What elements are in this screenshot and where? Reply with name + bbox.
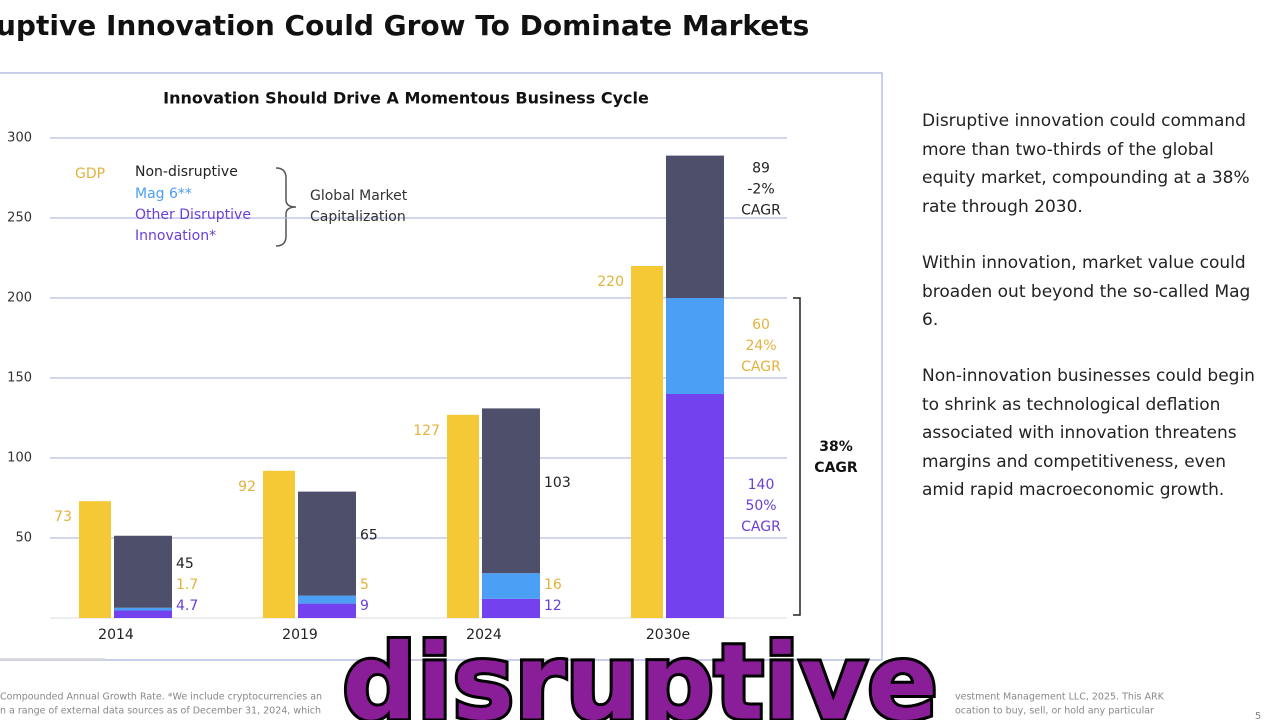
total-growth: 38%	[819, 439, 853, 455]
footnote: vestment Management LLC, 2025. This ARK	[955, 692, 1165, 703]
y-tick-label: 50	[15, 531, 32, 546]
x-tick-label: 2030e	[646, 627, 690, 643]
legend-entry: GDP	[75, 166, 106, 182]
footnote: ocation to buy, sell, or hold any partic…	[955, 706, 1154, 717]
value-label: 4.7	[176, 598, 198, 614]
bar	[263, 470, 295, 618]
x-tick-label: 2019	[282, 627, 318, 643]
bar-segment	[114, 607, 172, 611]
footnote: n a range of external data sources as of…	[0, 706, 321, 717]
bar-segment	[482, 598, 540, 618]
page-title: uptive Innovation Could Grow To Dominate…	[0, 9, 809, 42]
page-number: 5	[1255, 711, 1261, 720]
value-label: 1.7	[176, 577, 198, 593]
value-label: 73	[54, 509, 72, 525]
y-tick-label: 300	[7, 131, 32, 146]
growth-label: -2%	[747, 182, 774, 198]
bar-segment	[114, 535, 172, 608]
bar-segment	[298, 595, 356, 604]
footnote: Compounded Annual Growth Rate. *We inclu…	[0, 692, 322, 703]
value-label: 45	[176, 556, 194, 572]
chart-title: Innovation Should Drive A Momentous Busi…	[163, 89, 649, 108]
bar	[447, 414, 479, 618]
bar-segment	[114, 610, 172, 618]
x-tick-label: 2014	[98, 627, 134, 643]
side-paragraph: Non-innovation businesses could begin to…	[922, 366, 1255, 500]
growth-unit: CAGR	[741, 519, 781, 535]
legend-entry: Mag 6**	[135, 186, 192, 202]
value-label: 127	[413, 423, 440, 439]
value-label: 60	[752, 317, 770, 333]
total-bracket	[793, 297, 801, 616]
x-tick-label: 2024	[466, 627, 502, 643]
y-tick-label: 100	[7, 451, 32, 466]
bar-segment	[666, 155, 724, 298]
bar	[79, 501, 111, 618]
y-tick-label: 200	[7, 291, 32, 306]
bar	[631, 266, 663, 618]
total-growth-unit: CAGR	[814, 460, 858, 476]
bar-segment	[666, 298, 724, 394]
legend-entry: Non-disruptive	[135, 164, 238, 180]
bar-segment	[482, 573, 540, 599]
growth-label: 50%	[745, 498, 776, 514]
chart-frame	[0, 72, 883, 661]
y-tick-label: 250	[7, 211, 32, 226]
value-label: 16	[544, 577, 562, 593]
y-tick-label: 150	[7, 371, 32, 386]
bar-segment	[298, 491, 356, 596]
bracket-label: Global Market Capitalization	[310, 188, 408, 225]
value-label: 5	[360, 577, 369, 593]
value-label: 92	[238, 479, 256, 495]
value-label: 12	[544, 598, 562, 614]
side-paragraph: Within innovation, market value could br…	[922, 253, 1251, 330]
value-label: 140	[748, 477, 775, 493]
side-paragraph: Disruptive innovation could command more…	[922, 111, 1250, 217]
bar-segment	[298, 603, 356, 618]
value-label: 103	[544, 475, 571, 491]
growth-unit: CAGR	[741, 203, 781, 219]
value-label: 89	[752, 161, 770, 177]
growth-unit: CAGR	[741, 359, 781, 375]
bar-segment	[666, 394, 724, 618]
growth-label: 24%	[745, 338, 776, 354]
legend-entry: Other Disruptive Innovation*	[135, 207, 251, 244]
value-label: 9	[360, 598, 369, 614]
value-label: 65	[360, 528, 378, 544]
legend-bracket	[275, 167, 297, 247]
bar-segment	[482, 408, 540, 574]
caption: disruptive	[342, 621, 937, 720]
plot: 50 100 150 200 250 300 2014 73 4.7 1.7 45 2019 92 9 5 6…	[7, 131, 858, 644]
value-label: 220	[597, 274, 624, 290]
